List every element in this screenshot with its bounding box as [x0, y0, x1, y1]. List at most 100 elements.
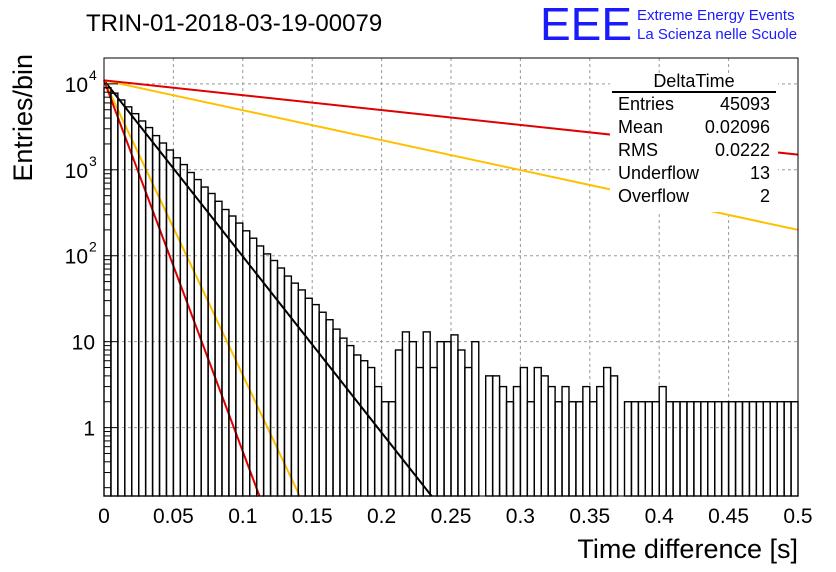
histogram-bar: [602, 366, 612, 497]
histogram-bar: [491, 375, 501, 497]
stats-box: DeltaTime Entries 45093 Mean 0.02096 RMS 0.02…: [610, 71, 778, 212]
histogram-bar: [658, 385, 667, 497]
histogram-bar: [519, 366, 529, 497]
histogram-bar: [110, 92, 119, 497]
histogram-bar: [679, 401, 688, 497]
fit-curve: [103, 79, 433, 497]
histogram-bar: [117, 99, 126, 497]
histogram-bar: [686, 401, 695, 497]
x-tick-label: 0.05: [153, 505, 194, 528]
histogram-bar: [346, 344, 355, 497]
histogram-bar: [429, 366, 438, 497]
histogram-bar: [568, 401, 577, 497]
histogram-bar: [526, 401, 535, 497]
histogram-bar: [353, 354, 362, 497]
histogram-bar: [311, 303, 320, 497]
histogram-bar: [332, 328, 341, 497]
histogram-bar: [290, 282, 300, 497]
histogram-bar: [124, 106, 133, 497]
histogram-bar: [575, 401, 584, 497]
x-tick-label: 0.35: [569, 505, 610, 528]
y-tick-exponent: 2: [89, 239, 97, 255]
histogram-bar: [582, 385, 591, 497]
y-tick-label: 10: [65, 160, 88, 183]
histogram-bar: [165, 149, 175, 497]
histogram-bar: [373, 385, 383, 497]
fit-curve: [103, 79, 261, 497]
axis-ticks: 0 0.05 0.1 0.15 0.2 0.25 0.3 0.35 0.4 0.45 0.5 1 10 1…: [65, 57, 813, 528]
histogram-bar: [651, 401, 660, 497]
histogram-bar: [339, 337, 348, 497]
histogram-bar: [457, 349, 466, 497]
histogram-bar: [179, 163, 188, 497]
histogram-bar: [644, 401, 653, 497]
histogram-bar: [547, 385, 556, 497]
histogram-bar: [561, 385, 570, 497]
histogram-bar: [443, 340, 452, 497]
stats-row-value: 0.0222: [715, 140, 770, 160]
histogram-bar: [776, 401, 785, 497]
y-tick-label: 10: [65, 74, 88, 97]
histogram-bar: [401, 331, 411, 497]
x-tick-label: 0.4: [645, 505, 675, 528]
run-title: TRIN-01-2018-03-19-00079: [86, 10, 382, 37]
histogram-bar: [249, 237, 258, 497]
histogram-bar: [505, 401, 515, 497]
histogram-bar: [762, 401, 771, 497]
histogram-bar: [325, 319, 334, 497]
stats-row-value: 2: [760, 186, 770, 206]
histogram-bar: [103, 87, 112, 497]
histogram-bar: [533, 366, 542, 497]
histogram-bar: [360, 360, 369, 497]
histogram-bar: [554, 401, 563, 497]
histogram-bar: [207, 192, 216, 497]
eee-logo: EEE Extreme Energy Events La Scienza nel…: [540, 0, 797, 50]
histogram-bar: [665, 401, 674, 497]
histogram-bar: [304, 297, 313, 497]
histogram-bar: [741, 401, 751, 497]
histogram-bar: [769, 401, 778, 497]
y-tick-label: 10: [72, 332, 95, 355]
histogram-bar: [596, 385, 605, 497]
histogram-bar: [158, 142, 168, 497]
histogram-bar: [700, 401, 709, 497]
x-tick-label: 0.2: [367, 505, 396, 528]
histogram-bar: [186, 171, 195, 497]
histogram-bar: [720, 401, 730, 497]
stats-row-value: 45093: [720, 94, 770, 114]
histogram-bar: [436, 340, 445, 497]
y-tick-label: 1: [83, 418, 95, 441]
stats-row-label: Mean: [618, 117, 663, 137]
histogram-bar: [485, 375, 494, 497]
stats-row-label: Entries: [618, 94, 674, 114]
histogram-bar: [255, 245, 265, 497]
histogram-bar: [471, 340, 480, 497]
histogram-bar: [367, 366, 376, 497]
histogram-bar: [214, 200, 223, 497]
histogram-bar: [727, 401, 737, 497]
x-tick-label: 0.15: [292, 505, 333, 528]
histogram-bar: [380, 401, 390, 497]
histogram-bar: [394, 349, 404, 497]
x-axis-title: Time difference [s]: [577, 534, 798, 564]
histogram-bar: [748, 401, 758, 497]
histogram-bar: [318, 311, 327, 497]
histogram-bar: [630, 401, 640, 497]
logo-text: EEE: [540, 0, 632, 50]
histogram-bar: [589, 401, 598, 497]
stats-row-value: 13: [750, 163, 770, 183]
histogram-bar: [297, 289, 306, 497]
histogram-bar: [221, 208, 230, 497]
histogram-bar: [512, 385, 522, 497]
histogram-bar: [422, 331, 431, 497]
stats-row-label: Overflow: [618, 186, 690, 206]
histogram-bar: [790, 401, 799, 497]
y-tick-exponent: 3: [89, 153, 97, 169]
logo-line-2: La Scienza nelle Scuole: [637, 26, 797, 43]
stats-row-value: 0.02096: [705, 117, 770, 137]
histogram-bar: [714, 401, 723, 497]
histogram-bar: [540, 375, 549, 497]
y-tick-exponent: 4: [89, 67, 97, 83]
x-tick-label: 0.45: [708, 505, 749, 528]
